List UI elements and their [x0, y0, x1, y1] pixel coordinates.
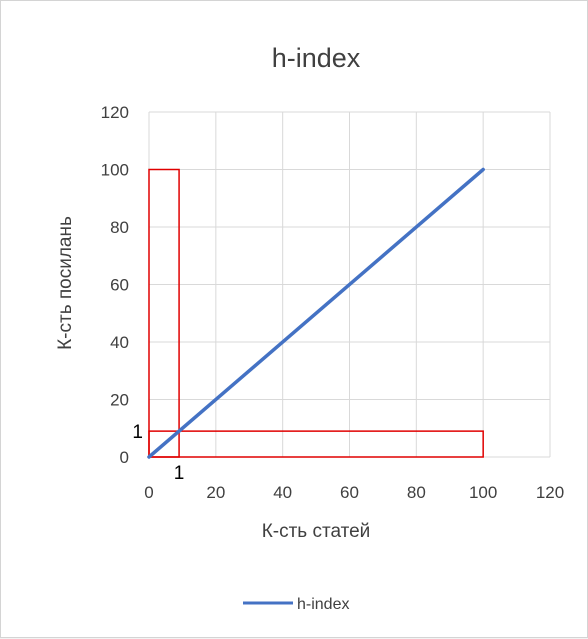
x-tick-label-1: 20 [206, 483, 225, 502]
y-tick-label-4: 80 [110, 218, 129, 237]
y-tick-label-6: 120 [101, 103, 129, 122]
x-axis-title: К-сть статей [262, 521, 371, 542]
chart-title: h-index [272, 43, 361, 73]
x-tick-label-0: 0 [144, 483, 153, 502]
annotation-label-1: 1 [174, 463, 185, 484]
x-tick-label-6: 120 [536, 483, 564, 502]
y-tick-label-0: 0 [120, 448, 129, 467]
y-tick-labels: 0 20 40 60 80 100 120 [101, 103, 129, 467]
y-axis-title: К-сть посилань [55, 216, 76, 350]
highlight-rect-0 [149, 170, 179, 458]
x-tick-label-4: 80 [407, 483, 426, 502]
series-line-0 [149, 170, 483, 458]
x-tick-label-3: 60 [340, 483, 359, 502]
series-lines [149, 170, 483, 458]
legend: h-index [243, 596, 349, 613]
y-tick-label-1: 20 [110, 391, 129, 410]
y-tick-label-5: 100 [101, 161, 129, 180]
y-tick-label-3: 60 [110, 276, 129, 295]
legend-label-h-index: h-index [297, 596, 349, 613]
x-tick-labels: 0 20 40 60 80 100 120 [144, 483, 564, 502]
x-tick-label-2: 40 [273, 483, 292, 502]
annotation-label-0: 1 [132, 422, 143, 443]
y-tick-label-2: 40 [110, 333, 129, 352]
x-tick-label-5: 100 [469, 483, 497, 502]
highlight-rect-1 [149, 431, 483, 457]
